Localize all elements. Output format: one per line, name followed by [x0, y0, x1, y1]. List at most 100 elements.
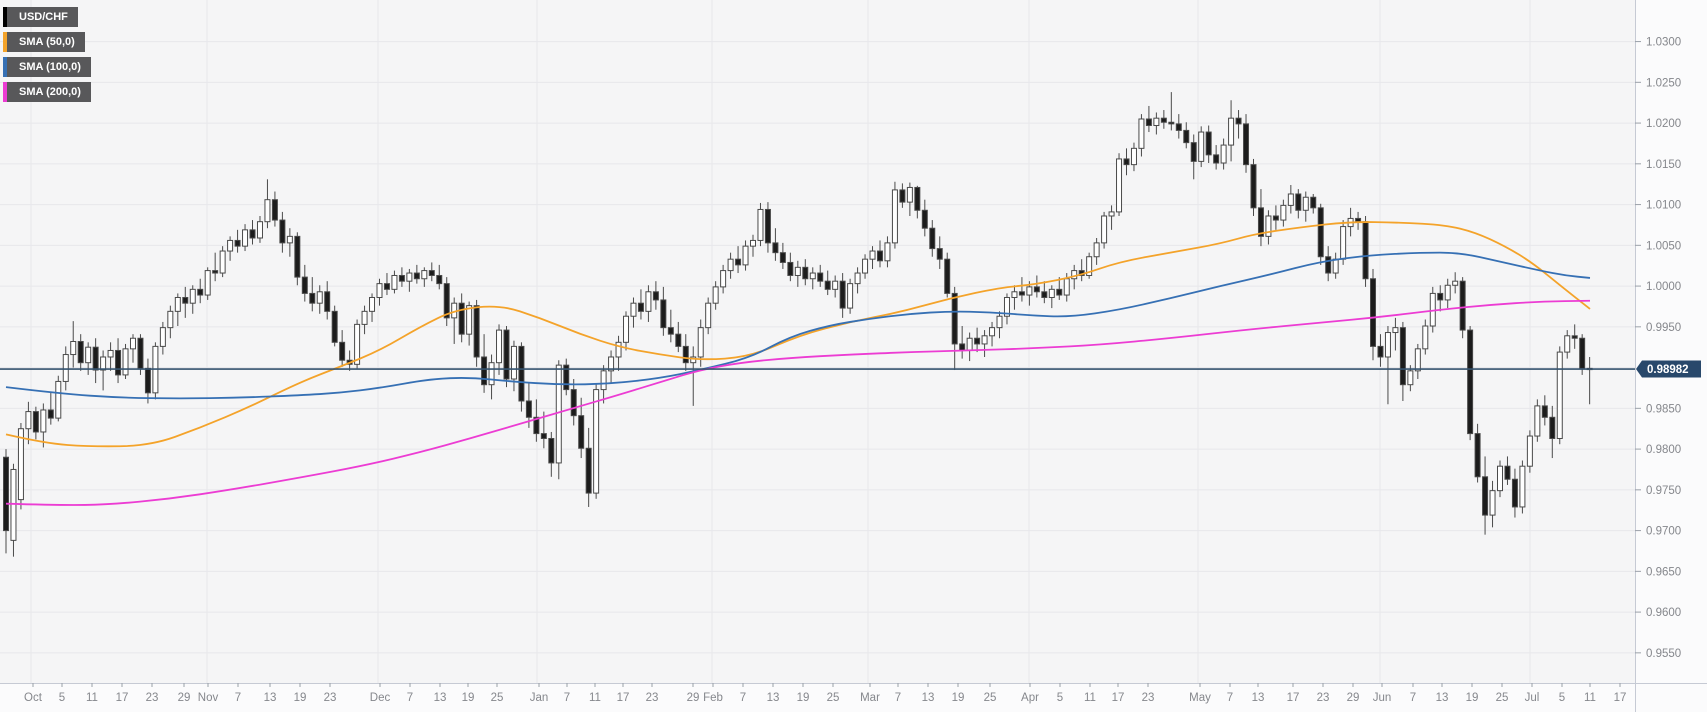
- candle-bearish: [1190, 142, 1197, 162]
- candle-bearish: [294, 235, 301, 278]
- candle-bearish: [817, 272, 824, 282]
- candle-bearish: [944, 258, 951, 294]
- x-tick-label: 25: [491, 692, 504, 704]
- candle-bearish: [339, 341, 346, 361]
- y-tick-label: 0.9850: [1646, 403, 1681, 415]
- candle-bearish: [951, 292, 958, 345]
- candle-bearish: [398, 274, 405, 282]
- candle-bullish: [1452, 280, 1459, 286]
- candle-bearish: [876, 250, 883, 262]
- sma50-label: SMA (50,0): [7, 32, 85, 52]
- candle-bullish: [496, 329, 503, 364]
- candle-bullish: [1153, 117, 1160, 127]
- candle-bullish: [1026, 286, 1033, 296]
- candle-bearish: [212, 270, 219, 274]
- y-tick-label: 1.0250: [1646, 77, 1681, 89]
- candle-bearish: [652, 291, 659, 301]
- candle-bullish: [62, 354, 69, 382]
- candle-bearish: [779, 252, 786, 263]
- candle-bullish: [391, 274, 398, 290]
- candle-bullish: [623, 315, 630, 343]
- candle-bearish: [473, 305, 480, 358]
- symbol-label: USD/CHF: [7, 7, 78, 27]
- candle-bearish: [1295, 193, 1302, 211]
- y-tick-label: 1.0050: [1646, 240, 1681, 252]
- candle-bullish: [608, 356, 615, 372]
- candle-bearish: [1257, 207, 1264, 237]
- candle-bearish: [1467, 329, 1474, 435]
- candle-bullish: [1332, 258, 1339, 274]
- candle-bearish: [279, 219, 286, 244]
- candle-bullish: [1287, 193, 1294, 206]
- x-tick-label: 23: [324, 692, 337, 704]
- x-tick-label: Mar: [860, 692, 880, 704]
- y-tick-label: 0.9550: [1646, 648, 1681, 660]
- candle-bearish: [764, 208, 771, 244]
- candle-bearish: [503, 329, 510, 380]
- y-axis-strip: [1635, 0, 1707, 712]
- candle-bullish: [361, 310, 368, 325]
- candle-bearish: [1175, 123, 1182, 131]
- candle-bullish: [354, 323, 361, 365]
- candle-bullish: [70, 341, 77, 356]
- candle-bullish: [891, 189, 898, 244]
- candle-bullish: [1003, 296, 1010, 317]
- x-tick-label: 7: [1227, 692, 1233, 704]
- x-tick-label: 13: [922, 692, 935, 704]
- x-tick-label: 7: [407, 692, 413, 704]
- x-tick-label: 19: [952, 692, 965, 704]
- x-tick-label: 17: [617, 692, 630, 704]
- candle-bearish: [682, 345, 689, 364]
- candle-bullish: [369, 296, 376, 312]
- x-tick-label: 17: [116, 692, 129, 704]
- candle-bullish: [593, 389, 600, 494]
- candle-bearish: [1474, 433, 1481, 478]
- x-tick-label: 11: [1584, 692, 1596, 704]
- candle-bullish: [1340, 226, 1347, 260]
- candle-bearish: [518, 345, 525, 402]
- candle-bearish: [540, 433, 547, 439]
- x-tick-label: 29: [178, 692, 191, 704]
- candle-bullish: [1198, 131, 1205, 162]
- candle-bearish: [525, 400, 532, 418]
- x-tick-label: 29: [687, 692, 700, 704]
- price-badge: [1636, 360, 1701, 378]
- candle-bullish: [1489, 490, 1496, 516]
- candle-bullish: [1063, 278, 1070, 296]
- chart-legend: USD/CHF SMA (50,0) SMA (100,0) SMA (200,…: [3, 7, 91, 107]
- candle-bullish: [10, 468, 17, 541]
- candle-bearish: [1205, 131, 1212, 156]
- candle-bullish: [1265, 215, 1272, 237]
- candle-bearish: [1571, 335, 1578, 339]
- x-tick-label: Nov: [198, 692, 219, 704]
- candle-bullish: [1280, 204, 1287, 221]
- price-badge-label: 0.98982: [1647, 364, 1689, 376]
- candle-bearish: [92, 346, 99, 371]
- candle-bullish: [1534, 405, 1541, 437]
- candle-bearish: [914, 186, 921, 211]
- candle-bullish: [884, 242, 891, 262]
- x-tick-label: 13: [767, 692, 780, 704]
- candle-bearish: [1160, 117, 1167, 123]
- candle-bullish: [854, 272, 861, 285]
- candle-bullish: [615, 341, 622, 358]
- candle-bearish: [331, 310, 338, 343]
- candle-bullish: [906, 186, 913, 203]
- x-tick-label: 19: [797, 692, 810, 704]
- candle-bullish: [1108, 211, 1115, 217]
- candle-bullish: [316, 291, 323, 304]
- candle-bearish: [1310, 196, 1317, 209]
- candle-bearish: [787, 261, 794, 276]
- candle-bullish: [720, 270, 727, 288]
- x-tick-label: 19: [462, 692, 475, 704]
- candle-bullish: [25, 411, 32, 430]
- x-tick-label: 19: [1466, 692, 1479, 704]
- candle-bearish: [563, 364, 570, 391]
- candle-bearish: [3, 456, 9, 532]
- sma200-label: SMA (200,0): [7, 82, 91, 102]
- candle-bullish: [705, 302, 712, 329]
- candle-bearish: [1377, 345, 1384, 358]
- candle-bearish: [921, 209, 928, 229]
